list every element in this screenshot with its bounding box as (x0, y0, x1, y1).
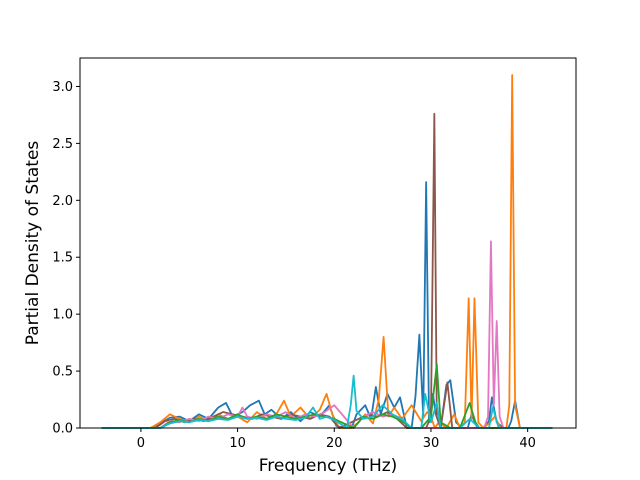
y-tick-label: 1.0 (52, 308, 73, 323)
y-tick-label: 2.5 (52, 137, 73, 152)
y-tick-label: 1.5 (52, 251, 73, 266)
x-tick-label: 30 (423, 436, 440, 451)
x-axis-label: Frequency (THz) (259, 456, 398, 476)
series-line-6 (101, 374, 553, 429)
y-tick-label: 2.0 (52, 194, 73, 209)
y-tick-label: 3.0 (52, 80, 73, 95)
tick-layer: 0 10 20 30 40 0.0 0.5 1.0 1.5 2.0 2.5 3.0 (52, 80, 536, 451)
x-tick-label: 20 (326, 436, 343, 451)
y-tick-label: 0.0 (52, 422, 73, 437)
plot-frame (79, 57, 577, 429)
y-tick-label: 0.5 (52, 365, 73, 380)
series-layer (101, 74, 553, 429)
x-tick-label: 40 (519, 436, 536, 451)
x-tick-label: 10 (229, 436, 246, 451)
y-axis-label: Partial Density of States (23, 141, 43, 346)
x-tick-label: 0 (137, 436, 145, 451)
